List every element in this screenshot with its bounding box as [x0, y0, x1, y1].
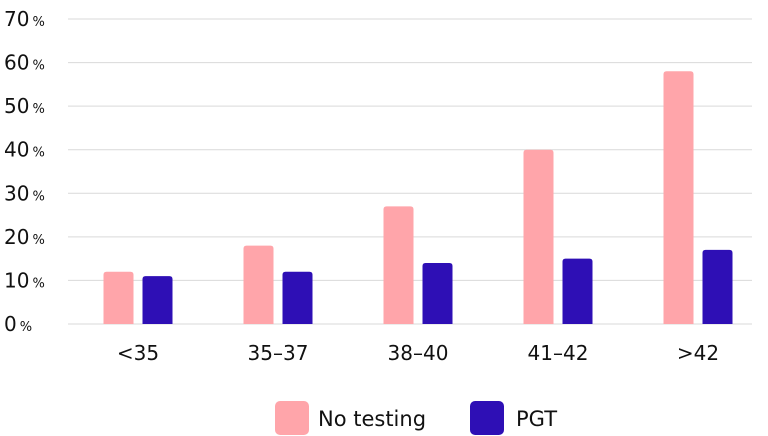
bar-pgt	[702, 249, 733, 324]
y-axis-ticks: 0 % 10 % 20 % 30 % 40 % 50 % 60 % 70%	[4, 7, 45, 336]
legend-label: No testing	[318, 407, 426, 431]
y-tick-label: 40%	[4, 138, 45, 162]
bar-pgt	[142, 276, 173, 324]
bar-no-testing	[383, 206, 414, 324]
bar-no-testing	[243, 245, 274, 324]
legend-swatch	[470, 401, 504, 435]
y-tick-label: 20%	[4, 225, 45, 249]
bar-pgt	[282, 271, 313, 324]
x-category-label: <35	[117, 341, 159, 365]
legend-swatch	[275, 401, 309, 435]
y-tick-label: 10%	[4, 268, 45, 292]
y-tick-label: 30%	[4, 181, 45, 205]
legend-label: PGT	[516, 407, 557, 431]
x-axis-categories: <35 35–37 38–40 41–42 >42	[117, 341, 719, 365]
x-category-label: >42	[677, 341, 719, 365]
legend: No testing PGT	[275, 401, 557, 435]
bar-no-testing	[663, 71, 694, 325]
x-category-label: 35–37	[248, 341, 309, 365]
bars	[103, 71, 733, 325]
y-tick-label: 50%	[4, 94, 45, 118]
y-tick-label: 70%	[4, 7, 45, 31]
y-tick-label: 60%	[4, 51, 45, 75]
bar-pgt	[422, 263, 453, 324]
x-category-label: 38–40	[388, 341, 449, 365]
y-tick-label: 0%	[4, 312, 32, 336]
bar-pgt	[562, 258, 593, 324]
x-category-label: 41–42	[528, 341, 589, 365]
bar-no-testing	[103, 271, 134, 324]
bar-no-testing	[523, 149, 554, 324]
